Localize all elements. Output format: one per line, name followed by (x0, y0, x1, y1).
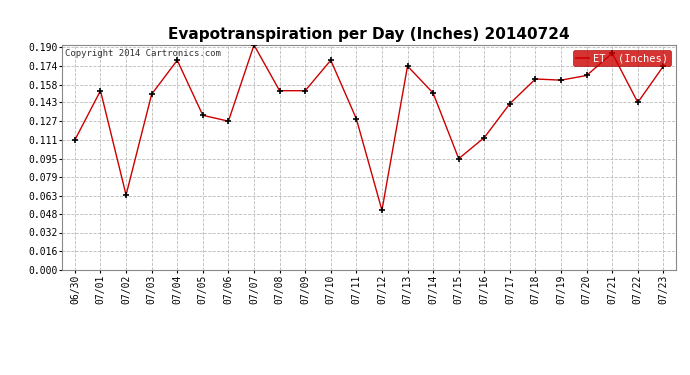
Title: Evapotranspiration per Day (Inches) 20140724: Evapotranspiration per Day (Inches) 2014… (168, 27, 570, 42)
Legend: ET  (Inches): ET (Inches) (573, 50, 671, 66)
Text: Copyright 2014 Cartronics.com: Copyright 2014 Cartronics.com (65, 50, 221, 58)
